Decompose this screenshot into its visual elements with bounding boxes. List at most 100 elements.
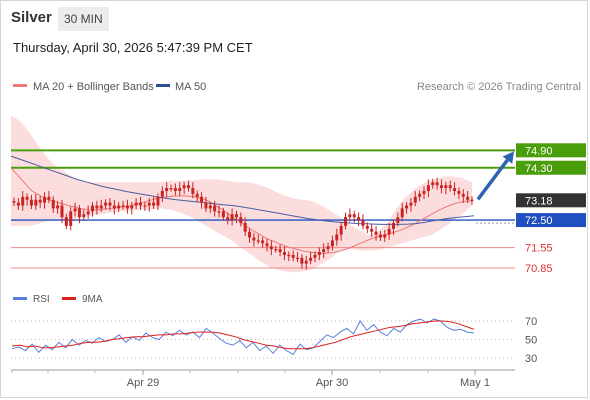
candle-body [82,214,86,218]
candle-body [169,188,173,190]
candle-body [234,214,238,218]
candle-body [335,234,339,241]
candle-body [51,199,55,209]
candle-body [296,257,300,260]
candle-body [121,205,125,207]
candle-body [461,193,465,197]
candle-body [391,222,395,229]
candle-body [361,220,365,226]
candle-body [230,214,234,221]
chart-datetime: Thursday, April 30, 2026 5:47:39 PM CET [13,40,253,55]
candle-body [43,196,47,203]
candle-body [147,202,151,206]
candle-body [374,231,378,235]
rsi-tick-label: 50 [525,335,537,347]
candle-body [274,249,278,251]
candle-body [182,185,186,189]
candle-body [56,205,60,209]
rsi-ma-line [11,320,475,350]
candle-body [213,205,217,212]
candle-body [287,254,291,257]
candle-body [69,211,73,226]
level-tag-72.50: 72.50 [525,215,553,227]
time-axis: Apr 29 Apr 30 May 1 [11,369,515,389]
candle-body [112,205,116,209]
candle-body [383,234,387,238]
level-tag-71.55: 71.55 [525,243,553,255]
ma50-legend-swatch [156,84,170,87]
candle-body [431,182,435,186]
candle-body [387,228,391,235]
time-tick-label: Apr 29 [127,377,159,389]
candle-body [34,199,38,206]
ma50-legend-label: MA 50 [175,81,206,93]
current-price-tag-bg [516,193,586,208]
level-tag-74.90: 74.90 [525,145,553,157]
candle-body [160,191,164,197]
rsi-legend-swatch [13,297,27,300]
candle-body [339,225,343,235]
candle-body [322,249,326,253]
candle-body [457,191,461,194]
candle-body [357,217,361,221]
candle-body [252,237,256,241]
ma20-legend-label: MA 20 + Bollinger Bands [33,81,154,93]
candle-body [396,217,400,223]
timeframe-selector[interactable]: 30 MIN [58,7,109,31]
candle-body [95,205,99,209]
candle-body [330,240,334,247]
candle-body [265,243,269,247]
candle-body [435,182,439,186]
forecast-arrow-shaft [476,159,509,201]
candle-body [12,201,16,203]
candle-body [470,199,474,201]
candle-body [134,202,138,206]
level-tag-72.50-bg [516,213,586,228]
candle-body [104,202,108,206]
candle-body [138,202,142,206]
candle-body [173,188,177,191]
candle-body [256,240,260,242]
rsi-tick-label: 30 [525,353,537,365]
candle-body [418,193,422,197]
rsi-tick-label: 70 [525,316,537,328]
main-legend: MA 20 + Bollinger Bands MA 50 Research ©… [13,81,581,93]
candle-body [99,205,103,209]
candle-body [77,208,81,218]
candle-body [91,205,95,212]
candle-body [405,205,409,209]
candle-body [108,202,112,206]
credit-text: Research © 2026 Trading Central [417,81,581,93]
candle-body [344,217,348,226]
candle-body [38,199,42,203]
candle-body [156,196,160,206]
instrument-title: Silver [11,9,52,26]
candle-body [422,191,426,194]
candle-body [352,214,356,218]
candle-body [191,188,195,194]
candle-body [370,228,374,232]
ma50-line [10,155,475,225]
candle-body [400,208,404,218]
ma20-legend-swatch [13,84,27,87]
candle-body [165,188,169,191]
candle-body [444,185,448,189]
candle-body [378,234,382,238]
level-tag-70.85: 70.85 [525,263,553,275]
candle-body [261,240,265,244]
candle-body [217,211,221,213]
candle-body [291,254,295,258]
candle-body [47,196,51,200]
time-tick-label: Apr 30 [316,377,348,389]
candle-body [25,196,29,200]
candle-body [248,231,252,238]
price-plot: 74.90 74.30 72.50 71.55 70.85 73.18 [10,115,586,275]
level-tag-74.90-bg [516,143,586,158]
candle-body [125,205,129,209]
forecast-arrow-head [502,151,514,164]
candle-body [200,196,204,203]
candle-body [365,225,369,229]
candle-body [269,246,273,250]
candle-body [208,205,212,209]
